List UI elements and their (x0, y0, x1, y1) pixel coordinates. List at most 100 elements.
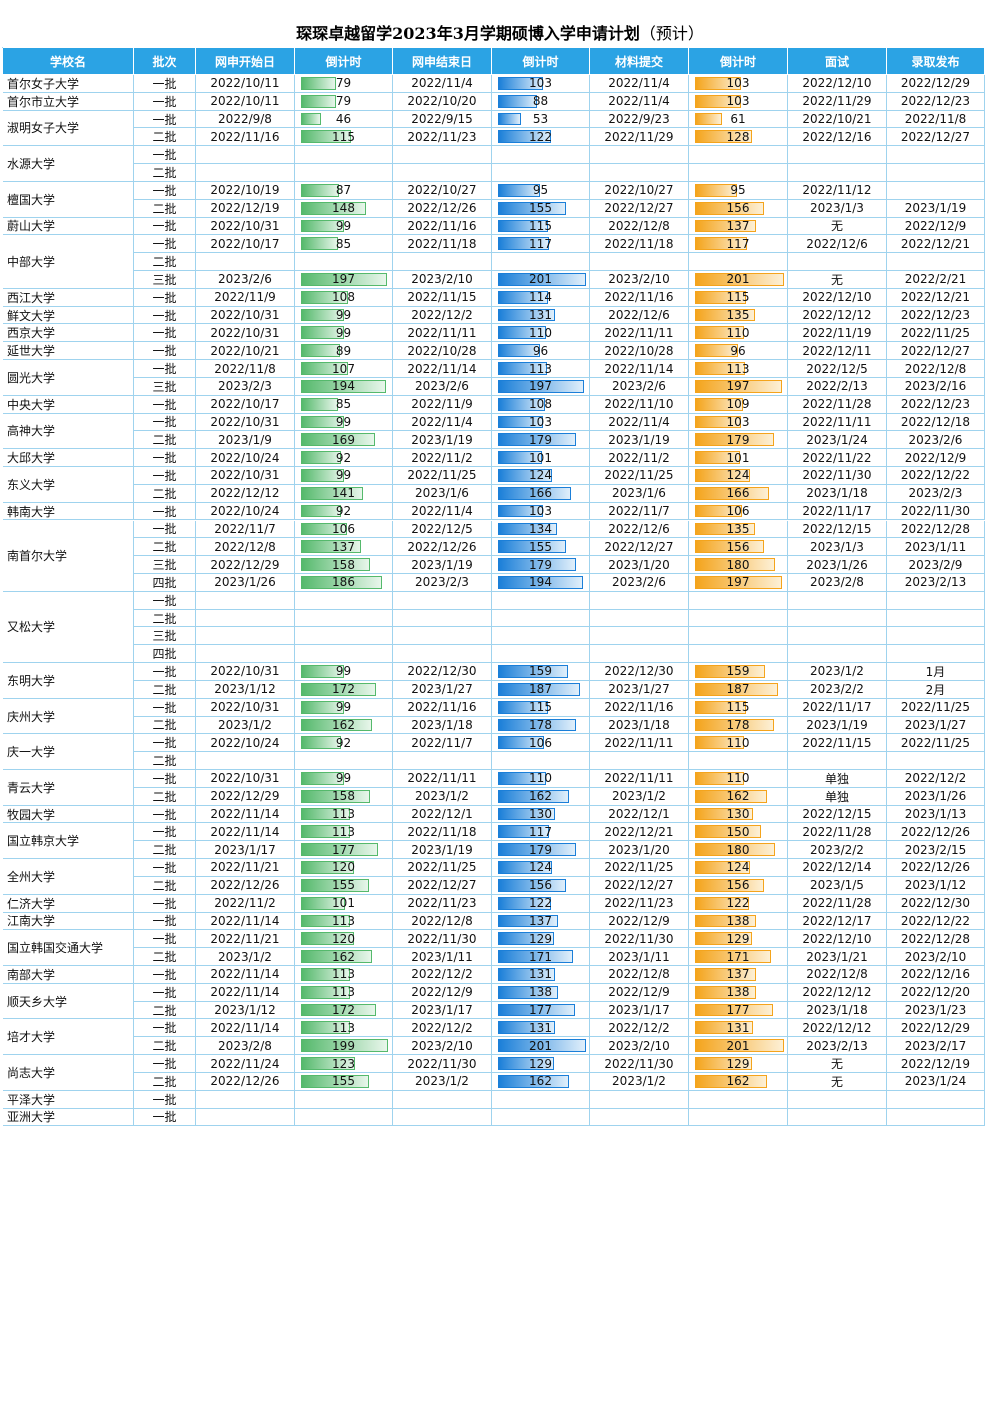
batch: 一批 (134, 395, 196, 414)
cell: 2022/12/16 (788, 128, 887, 147)
cell-text: 一批 (152, 415, 177, 430)
cell-text: 2023/2/13 (806, 1038, 868, 1053)
cell-text: 120 (332, 931, 355, 946)
cell-text: 2022/12/6 (608, 521, 670, 536)
cell-text: 2022/12/30 (604, 664, 674, 679)
cell: 2022/12/22 (887, 912, 985, 931)
cell: 2022/11/14 (196, 1019, 295, 1038)
countdown-bar (498, 362, 548, 375)
cell (196, 627, 295, 646)
batch: 二批 (134, 948, 196, 966)
cell-text: 2022/12/15 (802, 807, 872, 822)
cell-text: 倒计时 (325, 54, 362, 69)
cell-text: 二批 (152, 201, 177, 216)
cell: 2022/12/26 (393, 199, 492, 218)
cell: 2022/11/25 (887, 324, 985, 343)
cell-text: 二批 (152, 950, 177, 965)
cell: 2022/11/8 (887, 110, 985, 129)
countdown-bar (498, 308, 556, 322)
cell: 2022/11/23 (590, 894, 689, 913)
cell-text: 2022/10/31 (210, 664, 280, 679)
cell: 2023/2/8 (788, 573, 887, 592)
cell: 2023/1/27 (393, 680, 492, 699)
cell: 179 (492, 556, 590, 574)
cell-text: 158 (332, 789, 355, 804)
cell-text: 46 (335, 112, 352, 127)
countdown-bar (695, 932, 753, 946)
cell: 2022/11/4 (393, 413, 492, 432)
cell-text: 171 (529, 949, 552, 964)
cell (887, 146, 985, 165)
cell: 2022/12/1 (590, 805, 689, 824)
countdown-bar (695, 1057, 753, 1070)
countdown-bar (695, 789, 767, 803)
cell: 2022/12/8 (393, 912, 492, 931)
countdown-bar (695, 1021, 753, 1035)
cell-text: 2023/2/2 (810, 842, 864, 857)
cell (590, 591, 689, 610)
cell: 124 (689, 467, 788, 485)
cell: 115 (492, 217, 590, 236)
cell-text: 2023/1/20 (608, 557, 670, 572)
cell-text: 2022/11/18 (407, 236, 477, 251)
cell-text: 2022/11/14 (604, 361, 674, 376)
cell (788, 1090, 887, 1109)
cell-text: 187 (529, 682, 552, 697)
cell-text: 137 (726, 967, 750, 982)
cell: 131 (492, 306, 590, 325)
cell (295, 164, 393, 182)
cell-text: 101 (726, 450, 750, 465)
cell: 2022/11/11 (393, 769, 492, 788)
cell (788, 752, 887, 770)
batch: 二批 (134, 199, 196, 218)
cell: 2月 (887, 680, 985, 699)
countdown-bar (498, 878, 567, 892)
cell-text: 131 (726, 1020, 750, 1035)
cell-text: 201 (529, 1038, 552, 1053)
cell-text: 162 (726, 789, 750, 804)
cell-text: 2022/11/4 (411, 504, 473, 519)
cell: 2023/1/19 (887, 199, 985, 218)
cell-text: 2022/11/7 (411, 735, 473, 750)
batch: 二批 (134, 609, 196, 628)
cell-text: 131 (529, 308, 552, 323)
batch: 二批 (134, 164, 196, 182)
cell: 178 (689, 716, 788, 735)
cell: 无 (788, 271, 887, 289)
cell: 187 (492, 680, 590, 699)
cell-text: 130 (726, 807, 750, 822)
batch: 一批 (134, 1019, 196, 1038)
batch: 一批 (134, 520, 196, 539)
cell: 2022/12/16 (887, 966, 985, 984)
countdown-bar (301, 575, 383, 589)
batch: 二批 (134, 253, 196, 271)
countdown-bar (498, 665, 568, 678)
cell-text: 2023/2/8 (810, 575, 864, 590)
school-name: 西京大学 (3, 324, 134, 343)
countdown-bar (695, 219, 756, 233)
cell: 2023/1/26 (788, 556, 887, 574)
batch: 一批 (134, 983, 196, 1002)
countdown-bar (301, 379, 386, 393)
cell-text: 2022/11/14 (210, 985, 280, 1000)
cell-text: 134 (529, 521, 552, 536)
cell: 2022/10/31 (196, 769, 295, 788)
cell-text: 2022/11/11 (407, 325, 477, 340)
cell: 2022/11/4 (393, 502, 492, 521)
cell (393, 253, 492, 271)
school-name: 圆光大学 (3, 360, 134, 396)
cell-text: 一批 (152, 807, 177, 822)
cell-text: 2022/10/24 (210, 735, 280, 750)
cell-text: 2022/11/18 (604, 236, 674, 251)
cell-text: 2022/12/27 (900, 343, 971, 358)
cell: 2022/12/21 (887, 288, 985, 307)
batch: 一批 (134, 146, 196, 165)
cell: 2022/11/21 (196, 930, 295, 949)
cell: 92 (295, 734, 393, 753)
cell-text: 2023/1/19 (904, 201, 967, 216)
cell: 2022/11/30 (393, 930, 492, 949)
cell: 2023/1/2 (196, 948, 295, 966)
cell: 2023/1/3 (788, 199, 887, 218)
cell-text: 2023/2/3 (218, 379, 272, 394)
cell (295, 1108, 393, 1127)
